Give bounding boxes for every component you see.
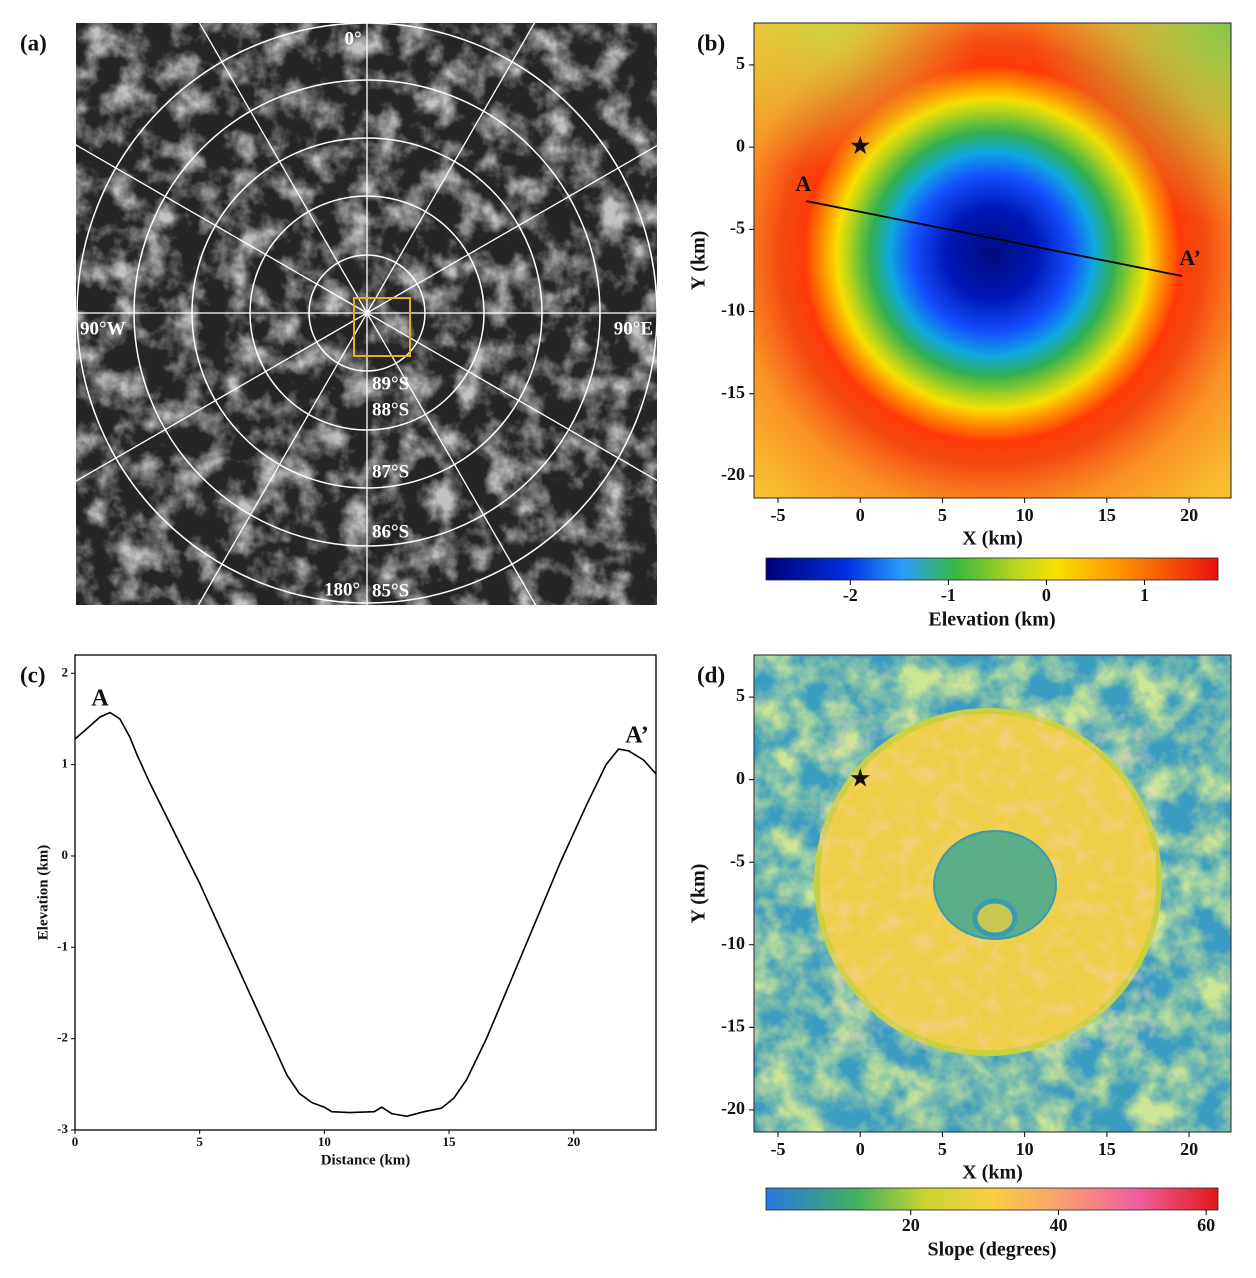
panel-label: (c): [20, 662, 46, 687]
elevation-profile: [74, 711, 657, 1118]
slope-field: [754, 655, 1231, 1132]
panel-label: (a): [20, 30, 47, 55]
y-tick-label: -5: [730, 217, 745, 237]
x-axis-label: Distance (km): [321, 1152, 411, 1168]
y-tick-label: -2: [57, 1030, 68, 1045]
y-tick-label: 1: [62, 756, 69, 771]
latitude-label: 89°S: [372, 373, 409, 394]
longitude-line: [198, 23, 368, 314]
y-tick-label: -20: [721, 1098, 745, 1118]
colorbar-tick-label: 20: [902, 1215, 920, 1235]
y-tick-label: -1: [57, 938, 68, 953]
x-axis-label: X (km): [962, 528, 1023, 550]
latitude-label: 86°S: [372, 521, 409, 542]
y-tick-label: -10: [721, 933, 745, 953]
x-tick-label: 0: [856, 505, 865, 525]
study-area-box: [353, 297, 411, 357]
y-tick-label: -10: [721, 300, 745, 320]
longitude-label: 90°W: [80, 318, 126, 339]
colorbar-label: Elevation (km): [928, 609, 1055, 631]
x-tick-label: -5: [771, 505, 786, 525]
crater-floor-texture: [935, 832, 1055, 938]
plot-frame: [74, 654, 657, 1131]
x-tick-label: 15: [1098, 1139, 1116, 1159]
colorbar: [765, 1187, 1219, 1211]
longitude-line: [76, 144, 368, 314]
longitude-line: [366, 312, 657, 482]
annotation: A: [91, 686, 109, 712]
colorbar: [765, 557, 1219, 581]
elevation-highland: [754, 23, 1231, 498]
x-tick-label: 5: [196, 1134, 203, 1149]
y-tick-label: 0: [736, 768, 745, 788]
y-tick-label: -15: [721, 382, 745, 402]
y-tick-label: 5: [736, 53, 745, 73]
inner-crater: [972, 898, 1018, 938]
latitude-label: 87°S: [372, 461, 409, 482]
x-tick-label: 20: [1180, 1139, 1198, 1159]
y-tick-label: -15: [721, 1015, 745, 1035]
y-tick-label: -5: [730, 850, 745, 870]
longitude-label: 0°: [344, 28, 361, 49]
colorbar-tick-label: -1: [941, 585, 956, 605]
annotation: A’: [625, 723, 649, 749]
colorbar-tick-label: -2: [843, 585, 858, 605]
latitude-label: 88°S: [372, 399, 409, 420]
x-tick-label: 5: [938, 1139, 947, 1159]
profile-start-label: A: [795, 171, 811, 196]
y-tick-label: 0: [736, 135, 745, 155]
x-tick-label: 10: [1016, 1139, 1034, 1159]
x-tick-label: 10: [318, 1134, 331, 1149]
colorbar-tick-label: 60: [1197, 1215, 1215, 1235]
x-tick-label: 20: [1180, 505, 1198, 525]
longitude-label: 90°E: [614, 318, 653, 339]
longitude-line: [76, 312, 368, 482]
profile-line: [806, 200, 1183, 277]
x-tick-label: 15: [443, 1134, 457, 1149]
longitude-line: [366, 312, 537, 605]
x-tick-label: 5: [938, 505, 947, 525]
profile-end-label: A’: [1179, 245, 1201, 270]
y-tick-label: -20: [721, 464, 745, 484]
y-tick-label: 2: [62, 664, 69, 679]
x-tick-label: 10: [1016, 505, 1034, 525]
x-tick-label: -5: [771, 1139, 786, 1159]
y-axis-label: Y (km): [688, 864, 710, 924]
plot-frame: [753, 22, 1232, 499]
x-tick-label: 20: [567, 1134, 580, 1149]
longitude-label: 180°: [324, 579, 360, 600]
location-star: ★: [850, 766, 870, 791]
longitude-line: [366, 144, 657, 314]
location-star: ★: [850, 133, 870, 158]
y-tick-label: 5: [736, 685, 745, 705]
colorbar-tick-label: 0: [1042, 585, 1051, 605]
y-axis-label: Elevation (km): [35, 845, 51, 940]
polar-grid: [76, 23, 657, 605]
plot-frame: [753, 654, 1232, 1133]
x-tick-label: 0: [856, 1139, 865, 1159]
y-tick-label: 0: [62, 847, 69, 862]
latitude-label: 85°S: [372, 580, 409, 601]
y-axis-label: Y (km): [688, 231, 710, 291]
x-axis-label: X (km): [962, 1162, 1023, 1184]
colorbar-label: Slope (degrees): [927, 1239, 1056, 1261]
elevation-field: [754, 23, 1231, 498]
panel-label: (d): [697, 662, 725, 687]
x-tick-label: 0: [72, 1134, 79, 1149]
panel-label: (b): [697, 30, 725, 55]
colorbar-tick-label: 40: [1049, 1215, 1067, 1235]
colorbar-tick-label: 1: [1140, 585, 1149, 605]
longitude-line: [197, 312, 368, 605]
longitude-line: [366, 23, 536, 314]
y-tick-label: -3: [57, 1121, 68, 1136]
x-tick-label: 15: [1098, 505, 1116, 525]
